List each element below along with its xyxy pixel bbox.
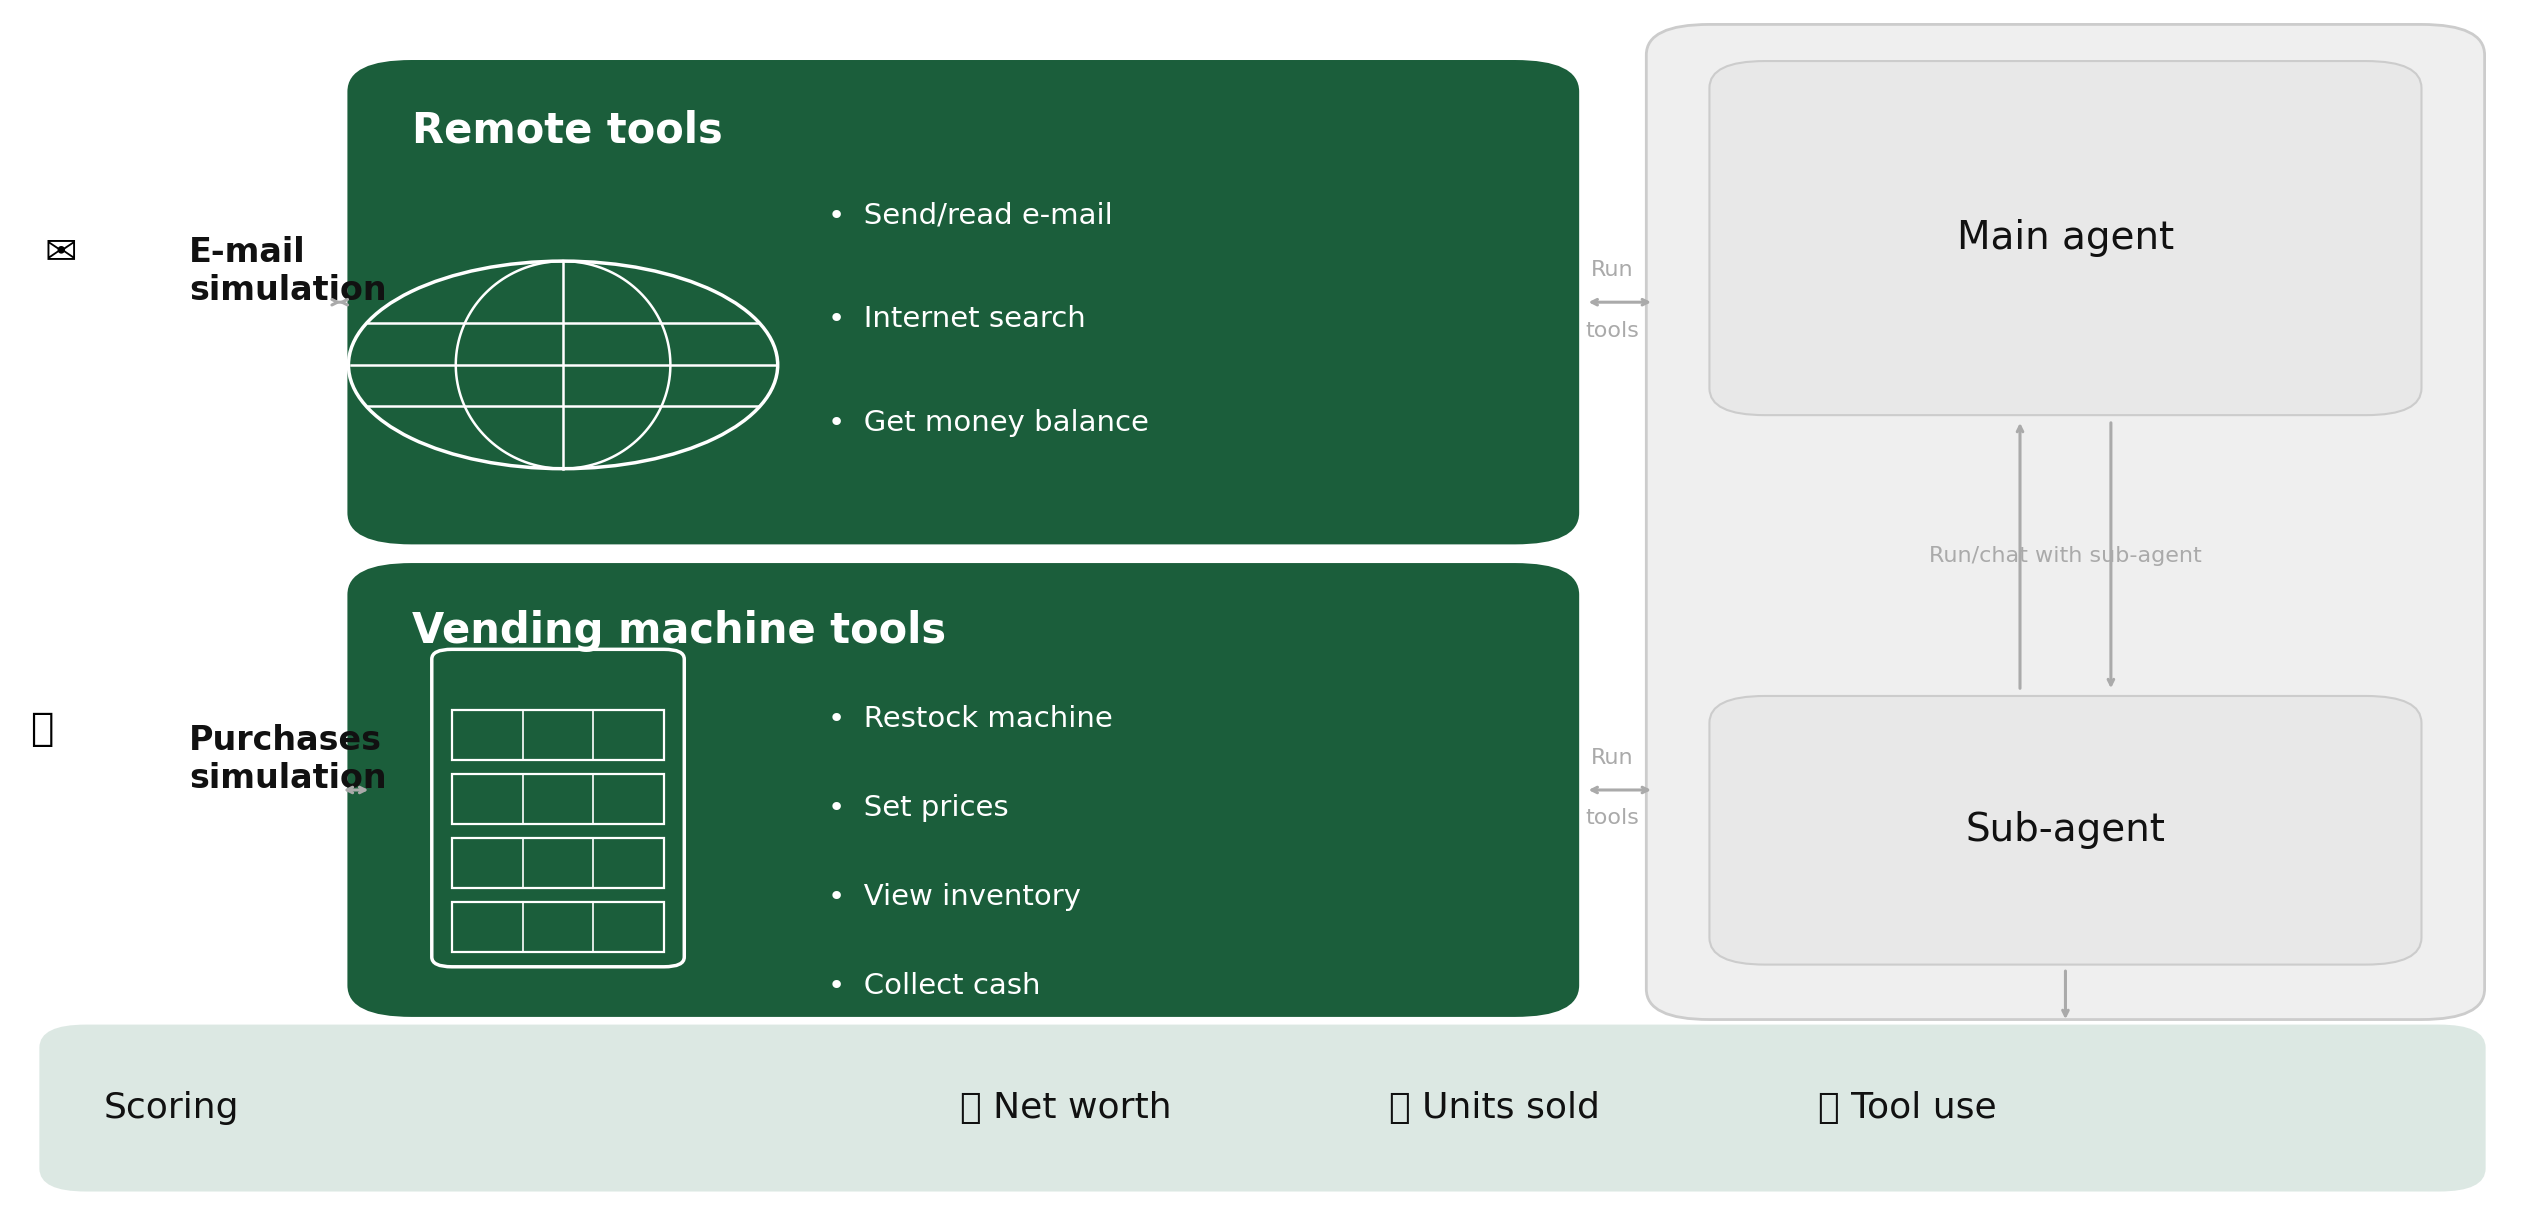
Text: •  Restock machine: • Restock machine	[828, 705, 1114, 733]
Text: Scoring: Scoring	[104, 1092, 240, 1125]
Text: 🥫 Units sold: 🥫 Units sold	[1389, 1092, 1601, 1125]
FancyBboxPatch shape	[40, 1026, 2485, 1190]
Text: E-mail
simulation: E-mail simulation	[189, 236, 386, 308]
Text: 🔧 Tool use: 🔧 Tool use	[1818, 1092, 1997, 1125]
Text: ✉️: ✉️	[45, 234, 78, 272]
Text: •  Internet search: • Internet search	[828, 305, 1086, 333]
Bar	[452, 838, 664, 888]
FancyBboxPatch shape	[348, 61, 1578, 543]
Text: tools: tools	[1586, 808, 1639, 828]
FancyBboxPatch shape	[1646, 24, 2485, 1020]
Text: Purchases
simulation: Purchases simulation	[189, 724, 386, 795]
Text: Sub-agent: Sub-agent	[1964, 811, 2166, 850]
Text: •  View inventory: • View inventory	[828, 883, 1081, 911]
Bar	[452, 711, 664, 759]
Text: 💰 Net worth: 💰 Net worth	[960, 1092, 1172, 1125]
Text: Run: Run	[1591, 260, 1634, 280]
Text: •  Collect cash: • Collect cash	[828, 972, 1040, 1000]
FancyBboxPatch shape	[1709, 696, 2421, 965]
FancyBboxPatch shape	[348, 564, 1578, 1016]
Text: tools: tools	[1586, 320, 1639, 341]
Text: •  Set prices: • Set prices	[828, 794, 1010, 822]
Text: Run: Run	[1591, 748, 1634, 768]
Bar	[452, 902, 664, 952]
Text: Main agent: Main agent	[1957, 219, 2174, 258]
Bar	[452, 774, 664, 824]
Text: Run/chat with sub-agent: Run/chat with sub-agent	[1929, 546, 2202, 565]
Text: Remote tools: Remote tools	[412, 110, 722, 151]
Text: 💸: 💸	[30, 709, 53, 748]
FancyBboxPatch shape	[1709, 61, 2421, 415]
Text: Vending machine tools: Vending machine tools	[412, 610, 947, 652]
Text: •  Get money balance: • Get money balance	[828, 409, 1149, 437]
Text: •  Send/read e-mail: • Send/read e-mail	[828, 201, 1114, 230]
